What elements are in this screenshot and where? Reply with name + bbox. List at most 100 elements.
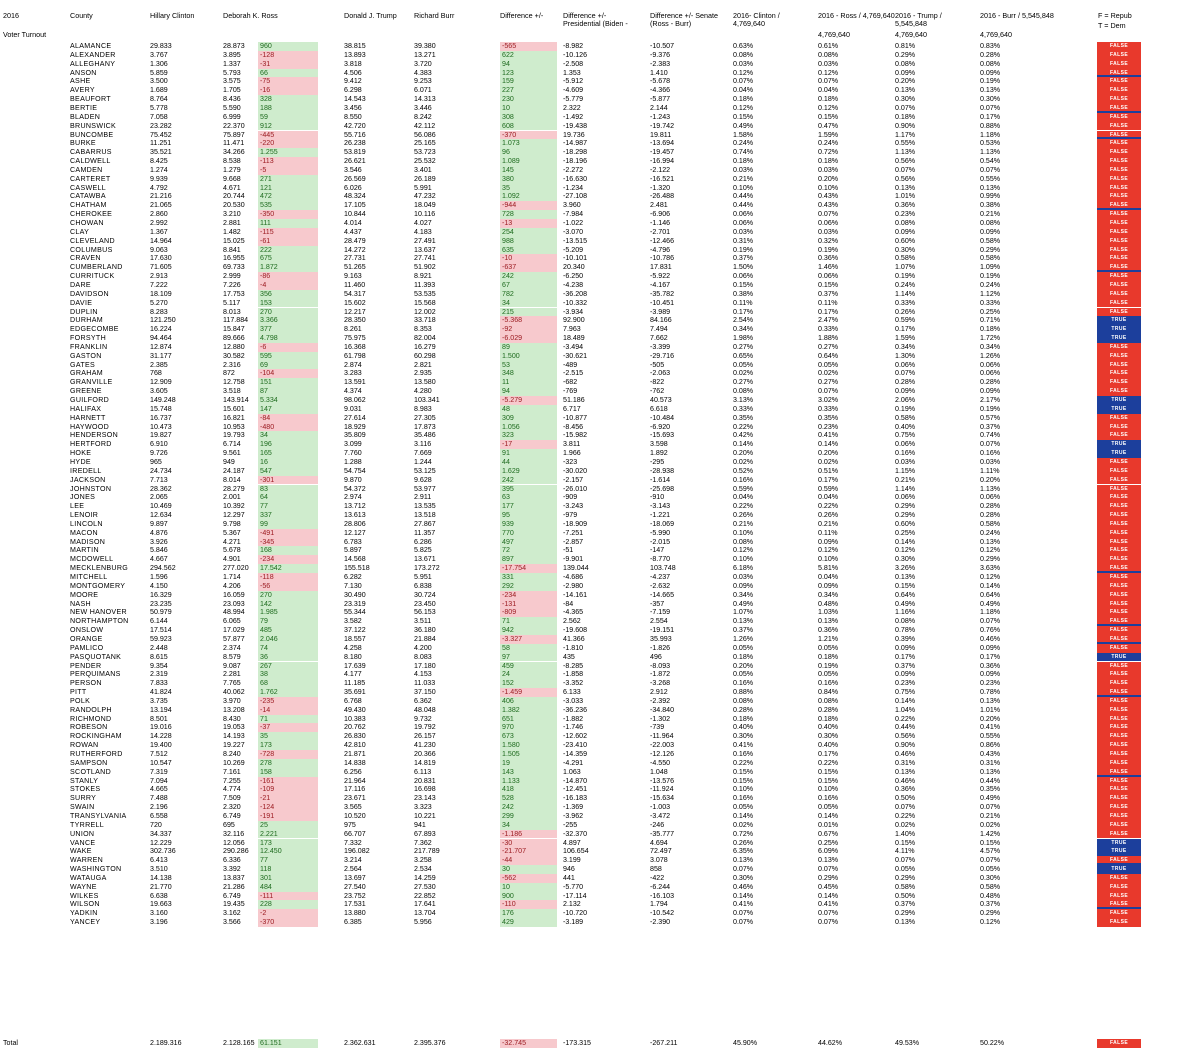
diff-presidential: -7.251 <box>563 528 584 537</box>
diff-presidential: 3.960 <box>563 201 581 210</box>
flag-divider <box>1097 624 1141 627</box>
trump-votes: 3.099 <box>344 440 362 449</box>
pct-ross: 0.37% <box>818 289 839 298</box>
difference-trump-burr: 96 <box>500 148 557 158</box>
county-name: EDGECOMBE <box>70 325 119 334</box>
county-name: DURHAM <box>70 316 103 325</box>
pct-trump: 0.07% <box>895 165 916 174</box>
difference-ross-clinton: 1.762 <box>258 688 318 697</box>
pct-clinton: 0.22% <box>733 758 754 767</box>
burr-votes: 11.357 <box>414 528 436 537</box>
burr-votes: 13.535 <box>414 502 436 511</box>
trump-votes: 4.177 <box>344 670 362 679</box>
diff-senate: 40.573 <box>650 396 672 404</box>
pct-ross: 0.12% <box>818 546 839 555</box>
pct-ross: 0.11% <box>818 528 838 537</box>
pct-ross: 0.26% <box>818 511 839 520</box>
flag-divider <box>1097 270 1141 273</box>
pct-ross: 0.17% <box>818 307 839 316</box>
flag-divider <box>1097 863 1141 866</box>
trump-votes: 14.543 <box>344 95 366 104</box>
county-name: STOKES <box>70 785 101 794</box>
table-row: TRANSYLVANIA 6.558 6.749 -191 10.520 10.221 29… <box>0 811 1196 821</box>
pct-burr: 0.03% <box>980 457 1001 466</box>
pct-trump: 0.58% <box>895 882 916 891</box>
pct-trump: 0.55% <box>895 139 916 148</box>
party-flag: FALSE <box>1097 714 1141 724</box>
difference-ross-clinton: 151 <box>258 378 318 388</box>
trump-votes: 13.591 <box>344 378 366 387</box>
pct-trump: 1.01% <box>895 192 916 201</box>
pct-ross: 0.35% <box>818 413 839 422</box>
pct-clinton: 0.65% <box>733 351 754 360</box>
county-name: PERQUIMANS <box>70 670 121 679</box>
pct-clinton: 0.12% <box>733 546 754 555</box>
difference-ross-clinton: -75 <box>258 77 318 87</box>
clinton-votes: 6.910 <box>150 440 168 449</box>
difference-trump-burr: 429 <box>500 918 557 927</box>
difference-ross-clinton: -301 <box>258 475 318 485</box>
diff-presidential: -3.033 <box>563 696 584 705</box>
pct-clinton: 0.12% <box>733 68 754 77</box>
difference-trump-burr: 242 <box>500 475 557 485</box>
clinton-votes: 3.160 <box>150 909 168 918</box>
burr-votes: 941 <box>414 820 426 829</box>
pct-ross: 0.15% <box>818 280 839 289</box>
table-row: HAYWOOD 10.473 10.953 -480 18.929 17.873 1.056… <box>0 422 1196 432</box>
difference-trump-burr: 900 <box>500 891 557 901</box>
ross-votes: 5.367 <box>223 528 241 537</box>
county-name: MITCHELL <box>70 573 108 581</box>
pct-clinton: 6.35% <box>733 847 754 856</box>
difference-trump-burr: -131 <box>500 599 557 609</box>
pct-trump: 0.18% <box>895 112 916 121</box>
ross-votes: 3.970 <box>223 696 241 705</box>
diff-presidential: 92.900 <box>563 316 585 325</box>
party-flag: FALSE <box>1097 528 1141 538</box>
ross-votes: 3.566 <box>223 918 241 927</box>
diff-presidential: -3.934 <box>563 307 584 316</box>
trump-votes: 3.283 <box>344 369 362 378</box>
difference-ross-clinton: 1.985 <box>258 608 318 618</box>
pct-ross: 1.21% <box>818 634 839 643</box>
difference-trump-burr: 1.382 <box>500 705 557 715</box>
party-flag: FALSE <box>1097 351 1141 361</box>
diff-presidential: 435 <box>563 652 575 661</box>
diff-presidential: -36.208 <box>563 289 588 298</box>
difference-trump-burr: 10 <box>500 882 557 892</box>
pct-ross: 2.47% <box>818 316 839 325</box>
diff-senate: -5.990 <box>650 528 671 537</box>
difference-trump-burr: 622 <box>500 50 557 60</box>
table-row: PERSON 7.833 7.765 68 11.185 11.033 152 -3.352-… <box>0 679 1196 689</box>
diff-senate: -2.015 <box>650 537 671 546</box>
ross-votes: 5.117 <box>223 298 241 307</box>
difference-trump-burr: -562 <box>500 873 557 883</box>
pct-burr: 0.17% <box>980 652 1001 661</box>
pct-ross: 0.45% <box>818 882 839 891</box>
burr-votes: 21.884 <box>414 634 436 643</box>
party-flag: FALSE <box>1097 599 1141 609</box>
trump-votes: 16.368 <box>344 342 366 351</box>
burr-votes: 2.935 <box>414 369 432 378</box>
diff-senate: -22.003 <box>650 741 675 750</box>
pct-trump: 1.13% <box>895 148 916 157</box>
diff-presidential: -8.982 <box>563 42 584 50</box>
trump-votes: 13.880 <box>344 909 366 918</box>
pct-clinton: 0.18% <box>733 95 754 104</box>
pct-burr: 0.07% <box>980 165 1001 174</box>
burr-votes: 20.831 <box>414 776 436 785</box>
pct-clinton: 0.88% <box>733 688 754 697</box>
clinton-votes: 1.274 <box>150 165 168 174</box>
burr-votes: 6.362 <box>414 696 432 705</box>
table-row: GRAHAM 768 872 -104 3.283 2.935 348 -2.515 -2.06… <box>0 369 1196 379</box>
difference-ross-clinton: 158 <box>258 767 318 777</box>
flag-divider <box>1097 110 1141 113</box>
ross-votes: 12.758 <box>223 378 245 387</box>
diff-senate: -11.964 <box>650 732 674 741</box>
burr-votes: 26.189 <box>414 174 436 183</box>
burr-votes: 4.153 <box>414 670 432 679</box>
pct-clinton: 0.20% <box>733 661 754 670</box>
diff-presidential: 139.044 <box>563 564 589 573</box>
header-trump: Donald J. Trump <box>344 11 397 20</box>
table-row: MCDOWELL 4.667 4.901 -234 14.568 13.671 897 -9.… <box>0 555 1196 565</box>
total-flag: FALSE <box>1097 1039 1141 1048</box>
